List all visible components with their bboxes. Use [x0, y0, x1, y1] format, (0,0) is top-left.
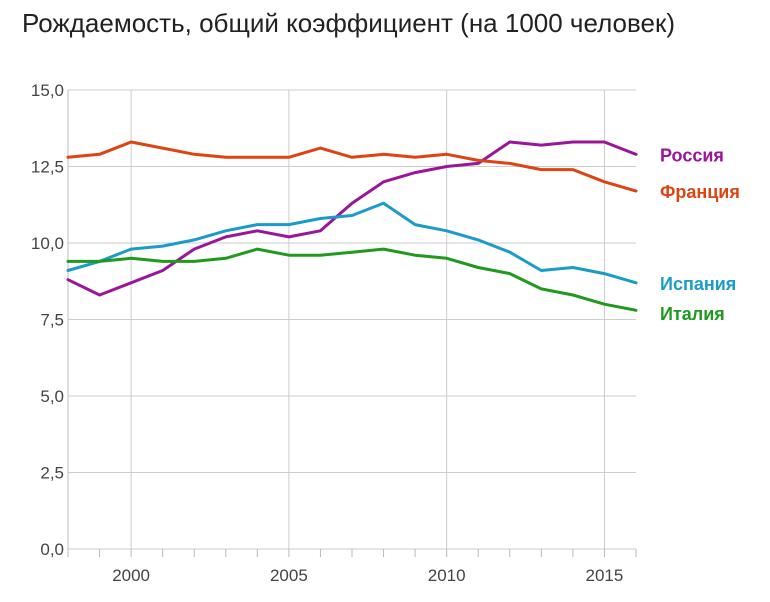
series-line-3	[66, 247, 638, 312]
series-line-0	[66, 140, 638, 297]
y-tick-label: 5,0	[40, 387, 64, 406]
series-line-1	[66, 140, 638, 193]
series-label-2: Испания	[660, 274, 736, 294]
chart-title: Рождаемость, общий коэффициент (на 1000 …	[22, 8, 676, 38]
y-tick-label: 10,0	[31, 234, 64, 253]
series-label-1: Франция	[660, 182, 740, 202]
y-tick-label: 2,5	[40, 464, 64, 483]
x-tick-label: 2010	[428, 566, 466, 585]
y-tick-label: 15,0	[31, 81, 64, 100]
series-label-0: Россия	[660, 145, 724, 165]
y-tick-label: 0,0	[40, 540, 64, 559]
x-tick-label: 2015	[586, 566, 624, 585]
series-line-2	[66, 201, 638, 285]
y-tick-label: 7,5	[40, 311, 64, 330]
series-label-3: Италия	[660, 304, 725, 324]
x-tick-label: 2000	[112, 566, 150, 585]
x-tick-label: 2005	[270, 566, 308, 585]
y-tick-label: 12,5	[31, 158, 64, 177]
